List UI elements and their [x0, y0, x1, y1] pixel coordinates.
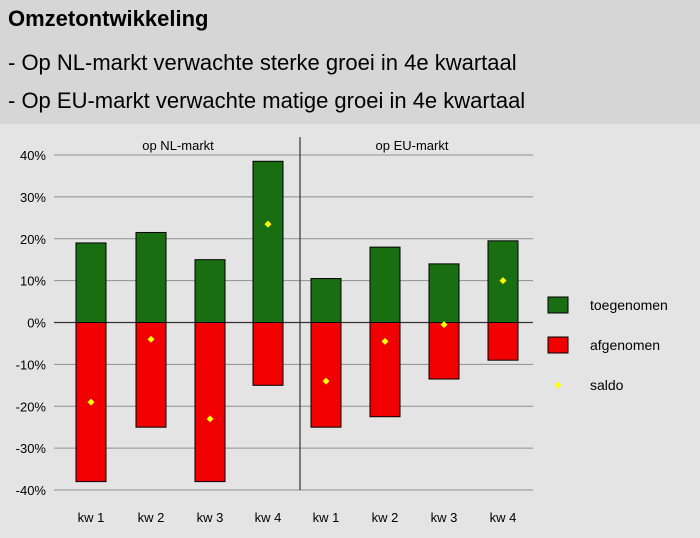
x-tick-label: kw 3: [431, 510, 458, 525]
bar-afgenomen: [252, 322, 284, 386]
saldo-marker: [87, 398, 95, 406]
group-label: op EU-markt: [376, 138, 449, 153]
saldo-marker: [206, 415, 214, 423]
bar-toegenomen: [75, 242, 107, 323]
y-tick-label: -10%: [16, 357, 47, 372]
y-tick-label: -30%: [16, 441, 47, 456]
legend-label-toegenomen: toegenomen: [590, 297, 668, 313]
x-tick-label: kw 4: [490, 510, 517, 525]
x-tick-label: kw 2: [372, 510, 399, 525]
legend-label-saldo: saldo: [590, 377, 624, 393]
bar-toegenomen: [252, 160, 284, 323]
legend-swatch-saldo: [554, 381, 562, 389]
bar-afgenomen: [428, 322, 460, 380]
y-tick-label: 20%: [20, 232, 46, 247]
bar-toegenomen: [369, 246, 401, 323]
legend-label-afgenomen: afgenomen: [590, 337, 660, 353]
y-tick-label: 30%: [20, 190, 46, 205]
saldo-marker: [147, 335, 155, 343]
bullet-nl: - Op NL-markt verwachte sterke groei in …: [8, 50, 517, 75]
legend-swatch-afgenomen: [547, 336, 569, 354]
bar-afgenomen: [310, 322, 342, 428]
x-tick-label: kw 4: [255, 510, 282, 525]
y-tick-label: 0%: [27, 316, 46, 331]
bullet-eu: - Op EU-markt verwachte matige groei in …: [8, 88, 526, 113]
bar-afgenomen: [487, 322, 519, 361]
bar-toegenomen: [135, 231, 167, 323]
y-tick-label: 40%: [20, 148, 46, 163]
bar-toegenomen: [428, 263, 460, 323]
bar-afgenomen: [194, 322, 226, 483]
y-tick-label: -40%: [16, 483, 47, 498]
saldo-marker: [499, 277, 507, 285]
slide-header: Omzetontwikkeling - Op NL-markt verwacht…: [0, 0, 700, 124]
bar-afgenomen: [369, 322, 401, 418]
slide-title: Omzetontwikkeling: [8, 6, 209, 31]
saldo-marker: [381, 337, 389, 345]
x-tick-label: kw 1: [313, 510, 340, 525]
y-tick-label: 10%: [20, 274, 46, 289]
bar-toegenomen: [194, 259, 226, 323]
x-tick-label: kw 3: [197, 510, 224, 525]
legend-swatch-toegenomen: [547, 296, 569, 314]
x-tick-label: kw 1: [78, 510, 105, 525]
y-tick-label: -20%: [16, 399, 47, 414]
chart-area: [0, 124, 700, 538]
x-tick-label: kw 2: [138, 510, 165, 525]
group-label: op NL-markt: [142, 138, 214, 153]
saldo-marker: [264, 220, 272, 228]
bar-toegenomen: [310, 278, 342, 323]
saldo-marker: [440, 321, 448, 329]
saldo-marker: [322, 377, 330, 385]
